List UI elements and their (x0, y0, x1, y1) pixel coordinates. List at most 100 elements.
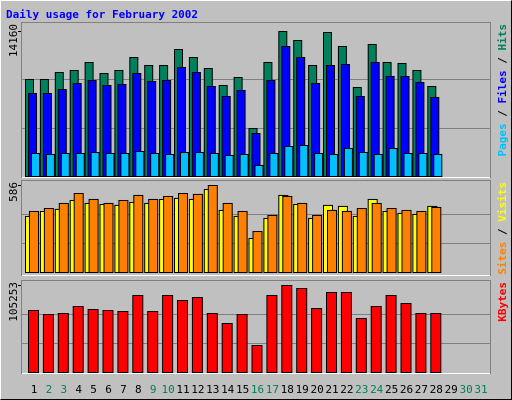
bar (416, 210, 427, 274)
x-tick-label: 17 (266, 383, 279, 396)
x-tick-label: 10 (161, 383, 174, 396)
x-tick-label: 9 (150, 383, 157, 396)
x-tick-label: 14 (221, 383, 235, 396)
x-tick-label: 27 (415, 383, 428, 396)
legend-separator: / (496, 104, 509, 124)
bar (269, 153, 279, 177)
x-tick-label: 22 (340, 383, 353, 396)
bar (385, 294, 397, 374)
bar (177, 299, 188, 373)
x-tick-label: 6 (105, 383, 112, 396)
bar (207, 185, 218, 273)
bar (72, 306, 84, 374)
bar (356, 208, 367, 274)
bar (42, 314, 54, 373)
bar (43, 208, 54, 274)
bar (299, 145, 309, 177)
x-tick-label: 13 (206, 383, 219, 396)
bar (133, 194, 144, 273)
bar (163, 195, 174, 273)
bar (105, 153, 115, 177)
x-tick-label: 26 (400, 383, 413, 396)
bar (281, 285, 293, 373)
bar (206, 313, 218, 374)
bar (58, 202, 69, 273)
legend-entry: Sites (496, 242, 509, 275)
x-tick-label: 25 (385, 383, 398, 396)
legend-entry: Pages (496, 123, 509, 156)
x-tick-label: 20 (310, 383, 323, 396)
bar (418, 153, 428, 177)
x-tick-label: 5 (90, 383, 97, 396)
x-tick-label: 30 (459, 383, 472, 396)
bar (88, 198, 99, 273)
y-tick-label: 586 (7, 182, 20, 202)
bar (73, 193, 84, 273)
legend: Pages / Files / Hits (496, 24, 509, 157)
bar (254, 165, 264, 178)
x-tick-label: 12 (191, 383, 204, 396)
x-tick-label: 31 (474, 383, 487, 396)
bar (386, 208, 397, 274)
y-tick-label: 14160 (7, 24, 20, 57)
bar (148, 198, 159, 273)
bar (132, 294, 144, 374)
bar (162, 294, 174, 374)
x-tick-label: 15 (236, 383, 249, 396)
legend-separator: / (496, 51, 509, 71)
bar (239, 154, 249, 178)
bar (358, 151, 368, 178)
x-tick-label: 2 (46, 383, 53, 396)
bar (312, 214, 323, 273)
bar (150, 153, 160, 177)
bar (117, 311, 129, 373)
bar (180, 151, 189, 178)
bar (224, 154, 234, 177)
legend-entry: Hits (496, 24, 509, 51)
x-tick-label: 7 (120, 383, 127, 396)
x-tick-label: 18 (281, 383, 294, 396)
bar (401, 209, 412, 274)
bar (327, 209, 337, 274)
bar (29, 210, 39, 274)
bar (343, 148, 353, 177)
bar (341, 210, 352, 274)
bar (371, 202, 382, 273)
bar (221, 323, 233, 374)
x-tick-label: 21 (325, 383, 338, 396)
bar (252, 231, 263, 274)
bar (103, 202, 114, 273)
x-tick-label: 29 (445, 383, 458, 396)
bar (120, 153, 130, 177)
legend-separator: / (496, 222, 509, 242)
bar (373, 154, 383, 178)
bar (222, 202, 233, 273)
y-tick-label: 105253 (7, 282, 20, 322)
bar (403, 153, 413, 177)
legend-entry: Files (496, 70, 509, 103)
bar (355, 318, 367, 373)
bar (400, 303, 412, 373)
bar (326, 292, 337, 373)
bar (118, 199, 129, 273)
bar (75, 153, 85, 177)
bar (266, 294, 278, 374)
x-tick-label: 23 (355, 383, 368, 396)
x-tick-label: 16 (251, 383, 264, 396)
x-tick-label: 1 (31, 383, 38, 396)
legend-entry: Visits (496, 182, 509, 222)
x-tick-label: 19 (296, 383, 309, 396)
x-tick-label: 28 (430, 383, 443, 396)
bar (388, 148, 398, 177)
bar (90, 151, 100, 178)
bar (284, 145, 294, 178)
bar (311, 308, 323, 373)
bar (31, 153, 40, 177)
bar (147, 311, 159, 373)
bar (433, 154, 443, 178)
chart-title: Daily usage for February 2002 (6, 8, 198, 21)
x-tick-label: 3 (60, 383, 67, 396)
bar (282, 195, 293, 273)
bar (102, 309, 114, 374)
